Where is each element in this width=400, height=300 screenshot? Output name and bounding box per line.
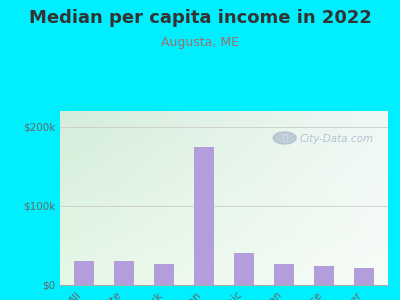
Text: Augusta, ME: Augusta, ME bbox=[161, 36, 239, 49]
Bar bbox=[154, 264, 174, 285]
Text: City-Data.com: City-Data.com bbox=[300, 134, 374, 144]
Bar bbox=[114, 261, 134, 285]
Text: 🔍: 🔍 bbox=[282, 134, 287, 142]
Bar bbox=[314, 266, 334, 285]
Text: Median per capita income in 2022: Median per capita income in 2022 bbox=[28, 9, 372, 27]
Circle shape bbox=[273, 132, 296, 144]
Bar bbox=[194, 147, 214, 285]
Bar bbox=[274, 264, 294, 285]
Bar bbox=[234, 254, 254, 285]
Bar bbox=[354, 268, 374, 285]
Bar bbox=[74, 261, 94, 285]
